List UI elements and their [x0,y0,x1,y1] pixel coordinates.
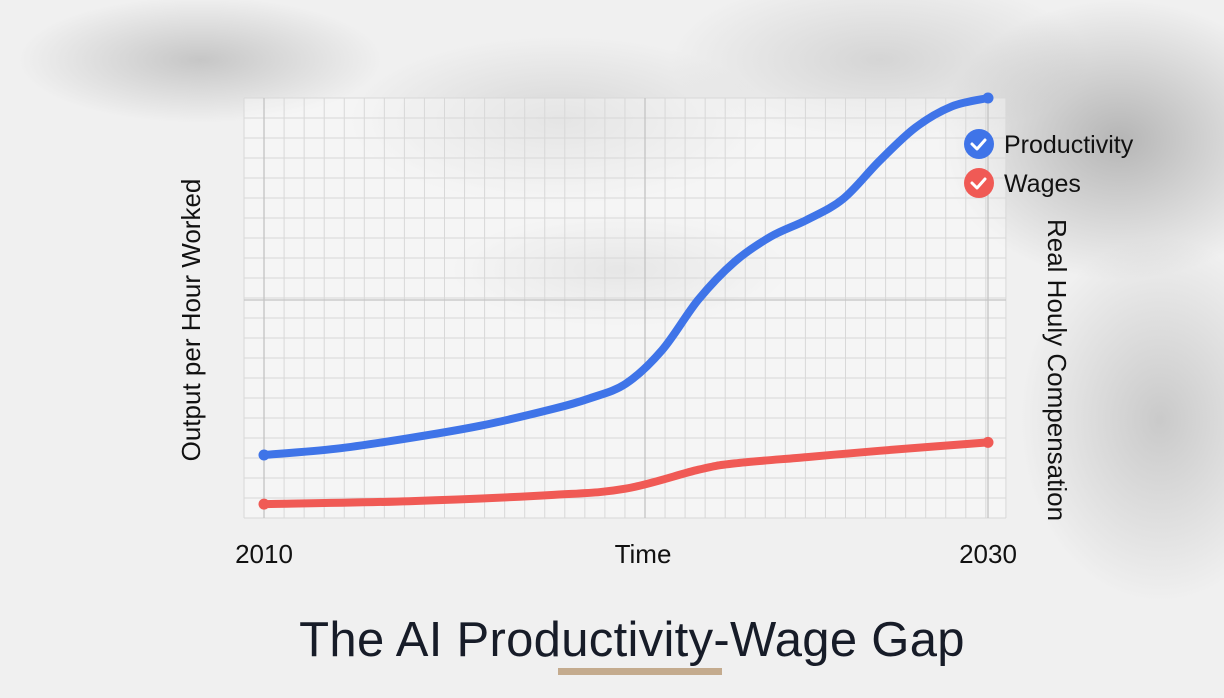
grid [243,97,1007,519]
check-circle-icon [964,168,994,198]
series-line-wages [260,438,992,509]
series-line-productivity [260,94,992,459]
legend: Productivity Wages [964,129,1134,198]
x-axis-label: Time [615,539,672,569]
x-tick-2010: 2010 [235,539,293,569]
legend-item-productivity[interactable]: Productivity [964,129,1134,159]
series-lines [258,92,994,510]
check-circle-icon [964,129,994,159]
chart-title: The AI Productivity-Wage Gap [299,613,965,667]
y-axis-label-left: Output per Hour Worked [176,179,206,462]
x-tick-2030: 2030 [959,539,1017,569]
legend-label-productivity: Productivity [1004,131,1134,159]
legend-label-wages: Wages [1004,170,1081,198]
series-endpoint-productivity-start [258,449,270,461]
series-endpoint-productivity-end [982,92,994,104]
title-underline [558,668,722,675]
y-axis-label-right: Real Houly Compensation [1042,219,1072,521]
series-endpoint-wages-end [982,436,994,448]
legend-item-wages[interactable]: Wages [964,168,1081,198]
series-endpoint-wages-start [258,498,270,510]
